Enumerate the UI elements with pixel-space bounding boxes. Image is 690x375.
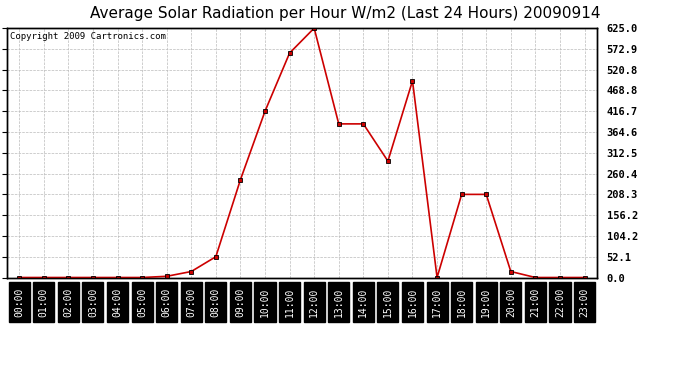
Text: Copyright 2009 Cartronics.com: Copyright 2009 Cartronics.com	[10, 32, 166, 41]
Text: Average Solar Radiation per Hour W/m2 (Last 24 Hours) 20090914: Average Solar Radiation per Hour W/m2 (L…	[90, 6, 600, 21]
